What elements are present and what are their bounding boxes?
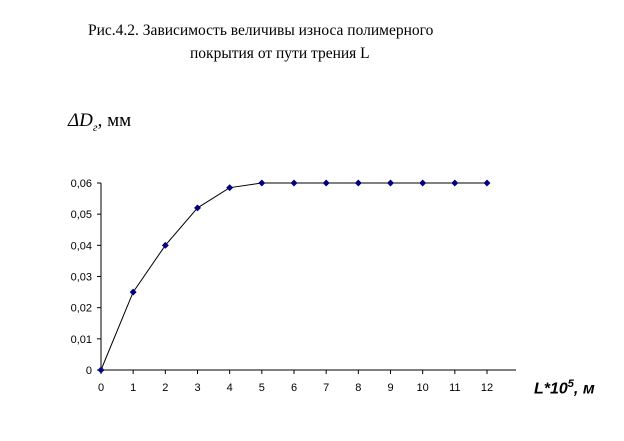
data-point-marker [290,179,298,187]
series-line [100,182,487,371]
x-tick-label: 0 [98,382,104,394]
x-tick-label: 5 [259,382,265,394]
y-axis-unit: , мм [97,110,132,131]
data-point-marker [258,179,266,187]
x-tick-label: 11 [449,382,460,394]
data-point-marker [386,179,395,187]
y-tick-label: 0 [86,365,92,377]
data-point-marker [451,179,459,187]
caption-line-2: покрытия от пути трения L [190,45,370,62]
y-tick-label: 0,04 [71,240,92,252]
x-axis-label: L*105, м [534,378,595,398]
y-tick-label: 0,01 [71,334,92,346]
x-tick-label: 4 [227,382,233,394]
data-point-marker [161,241,169,249]
y-axis-label: ΔDг, мм [68,110,131,135]
y-tick-label: 0,02 [71,303,92,315]
data-point-marker [193,204,202,212]
x-tick-label: 7 [323,382,329,394]
x-tick-label: 6 [291,382,297,394]
y-axis-subscript: г [92,119,98,134]
x-tick-label: 1 [130,382,136,394]
data-point-marker [419,179,427,187]
y-axis-symbol: ΔD [68,110,93,131]
x-tick-label: 9 [387,382,393,394]
data-point-marker [226,184,234,192]
x-axis-exponent: 5 [567,378,574,390]
y-tick-label: 0,06 [71,178,92,190]
data-point-marker [97,366,105,374]
x-axis-main: L*10 [534,380,568,398]
data-point-marker [354,179,362,187]
data-point-marker [129,288,137,296]
caption-line-1: Рис.4.2. Зависимость величивы износа пол… [88,22,434,39]
x-tick-label: 10 [417,382,429,394]
x-tick-label: 3 [194,382,200,394]
x-tick-label: 2 [162,382,168,394]
x-axis-unit: , м [573,380,595,398]
x-tick-label: 12 [481,382,493,394]
x-tick-label: 8 [355,382,361,394]
y-tick-label: 0,05 [71,209,92,221]
data-point-marker [322,179,330,187]
data-point-marker [483,179,491,187]
y-tick-label: 0,03 [71,272,92,284]
